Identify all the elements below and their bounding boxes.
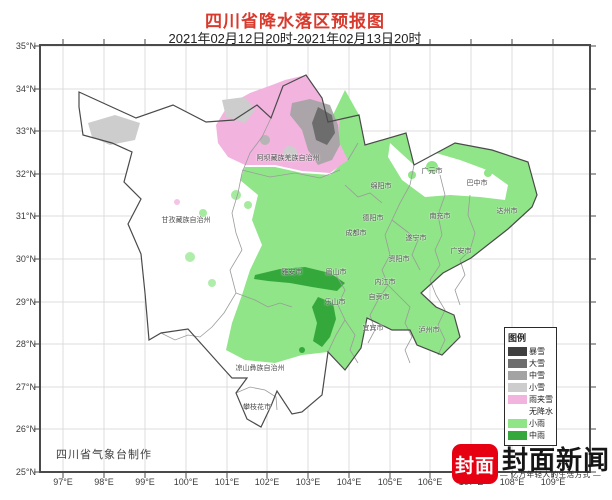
legend-item: 雨夹雪 (508, 395, 554, 404)
x-tick-label: 102°E (254, 477, 280, 487)
legend-label: 暴雪 (529, 347, 545, 356)
cover-news-logo: 封面 (452, 444, 498, 484)
legend-item: 小雪 (508, 383, 554, 392)
rain-speck (208, 279, 216, 287)
legend-label: 大雪 (529, 359, 545, 368)
x-tick-label: 108°E (499, 477, 525, 487)
legend-item: 中雨 (508, 431, 554, 440)
sleet-speck (174, 199, 180, 205)
region-label: 内江市 (374, 279, 396, 286)
map-credit: 四川省气象台制作 (56, 449, 152, 461)
y-tick-label: 32°N (15, 169, 36, 179)
legend-label: 小雪 (529, 383, 545, 392)
legend-box: 图例 暴雪大雪中雪小雪雨夹雪无降水小雨中雨 (504, 327, 557, 446)
region-label: 眉山市 (325, 269, 347, 276)
region-label: 甘孜藏族自治州 (161, 217, 211, 224)
region-label: 巴中市 (466, 180, 488, 187)
page-title: 四川省降水落区预报图 (205, 12, 385, 31)
rain-speck (185, 252, 195, 262)
y-tick-label: 25°N (15, 467, 36, 477)
rain-speck (244, 201, 252, 209)
region-label: 遂宁市 (405, 235, 427, 242)
region-label: 绵阳市 (370, 183, 392, 190)
region-label: 阿坝藏族羌族自治州 (256, 155, 320, 162)
legend-label: 中雪 (529, 371, 545, 380)
prefecture-boundaries (160, 117, 476, 411)
legend-swatch (508, 395, 527, 404)
legend-item: 中雪 (508, 371, 554, 380)
region-label: 广元市 (421, 168, 443, 175)
map-border (39, 44, 591, 473)
moderate-rain-patch (312, 297, 336, 347)
cover-news-tagline: — 亿万年轻人的生活方式 — (500, 470, 602, 479)
legend-items: 暴雪大雪中雪小雪雨夹雪无降水小雨中雨 (508, 347, 554, 440)
region-label: 凉山彝族自治州 (235, 365, 285, 372)
moderate-rain-band (254, 267, 345, 291)
legend-item: 大雪 (508, 359, 554, 368)
y-tick-label: 31°N (15, 211, 36, 221)
region-label: 泸州市 (418, 327, 440, 334)
legend-swatch (508, 347, 527, 356)
legend-item: 小雨 (508, 419, 554, 428)
y-tick-label: 29°N (15, 297, 36, 307)
sichuan-map (34, 39, 596, 478)
cover-news-wordmark: 封面新闻 (502, 445, 611, 475)
y-tick-label: 27°N (15, 382, 36, 392)
x-tick-label: 109°E (540, 477, 566, 487)
legend-label: 中雨 (529, 431, 545, 440)
y-tick-label: 35°N (15, 41, 36, 51)
moderate-rain-speck (299, 347, 305, 353)
region-label: 宜宾市 (362, 325, 384, 332)
region-label: 乐山市 (324, 299, 346, 306)
region-label: 自贡市 (368, 294, 390, 301)
region-label: 攀枝花市 (243, 404, 271, 411)
region-label: 成都市 (345, 230, 367, 237)
x-tick-label: 104°E (336, 477, 362, 487)
x-tick-label: 100°E (173, 477, 199, 487)
region-label: 德阳市 (362, 215, 384, 222)
legend-swatch (508, 407, 527, 416)
legend-label: 小雨 (529, 419, 545, 428)
no-precip-hole (388, 143, 508, 200)
heavy-snow-patch (312, 107, 335, 145)
x-tick-label: 106°E (417, 477, 443, 487)
legend-swatch (508, 359, 527, 368)
legend-swatch (508, 419, 527, 428)
y-tick-label: 34°N (15, 84, 36, 94)
legend-label: 无降水 (529, 407, 553, 416)
x-tick-label: 103°E (295, 477, 321, 487)
x-tick-label: 98°E (94, 477, 114, 487)
rain-speck (484, 169, 492, 177)
legend-item: 无降水 (508, 407, 554, 416)
region-label: 达州市 (496, 208, 518, 215)
x-tick-label: 97°E (53, 477, 73, 487)
y-tick-label: 30°N (15, 254, 36, 264)
region-label: 南充市 (429, 213, 451, 220)
snow-speck (260, 135, 270, 145)
region-label: 雅安市 (281, 269, 303, 276)
forecast-period: 2021年02月12日20时-2021年02月13日20时 (168, 31, 422, 46)
x-tick-label: 105°E (377, 477, 403, 487)
legend-item: 暴雪 (508, 347, 554, 356)
region-label: 资阳市 (388, 256, 410, 263)
rain-speck (426, 161, 438, 173)
y-tick-label: 33°N (15, 126, 36, 136)
y-tick-label: 28°N (15, 339, 36, 349)
rain-speck (199, 209, 207, 217)
light-snow-patch (222, 97, 255, 123)
legend-label: 雨夹雪 (529, 395, 553, 404)
legend-swatch (508, 431, 527, 440)
x-tick-label: 99°E (135, 477, 155, 487)
y-tick-label: 26°N (15, 424, 36, 434)
legend-swatch (508, 371, 527, 380)
legend-swatch (508, 383, 527, 392)
region-label: 广安市 (450, 248, 472, 255)
legend-title: 图例 (508, 333, 527, 343)
light-snow-patch (283, 146, 297, 160)
sichuan-province-outline (78, 74, 538, 428)
x-tick-label: 101°E (214, 477, 240, 487)
light-snow-patch (88, 115, 140, 145)
